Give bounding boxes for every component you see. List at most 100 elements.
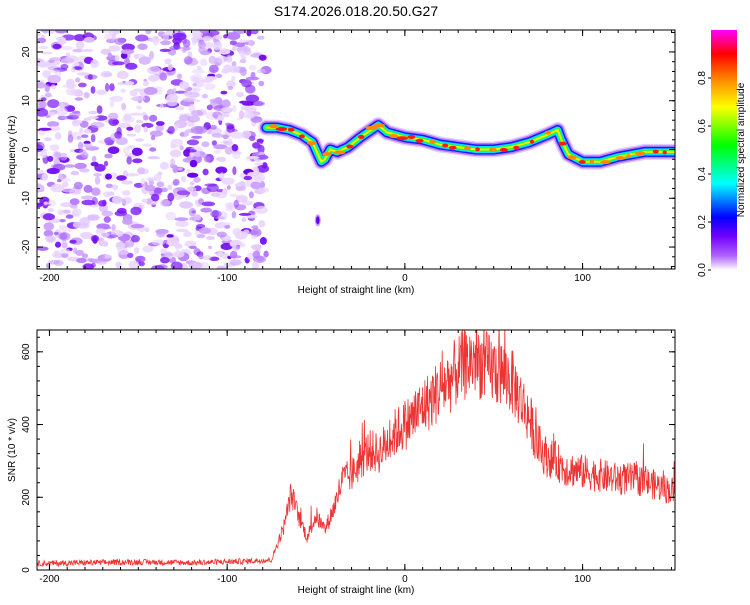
noise-blob bbox=[148, 114, 158, 122]
noise-blob bbox=[144, 184, 156, 192]
noise-blob bbox=[105, 183, 113, 189]
noise-blob bbox=[129, 90, 138, 97]
noise-blob bbox=[61, 242, 68, 249]
noise-blob bbox=[81, 48, 94, 53]
y-tick-label: 20 bbox=[21, 46, 32, 58]
noise-blob bbox=[101, 30, 115, 34]
ridge-hotspot bbox=[307, 141, 317, 146]
noise-blob bbox=[79, 232, 93, 238]
noise-blob bbox=[83, 184, 93, 193]
noise-blob bbox=[61, 178, 71, 182]
noise-blob bbox=[194, 229, 201, 236]
noise-blob bbox=[121, 116, 135, 124]
noise-blob bbox=[141, 198, 148, 203]
noise-blob bbox=[216, 265, 227, 269]
noise-blob bbox=[60, 202, 74, 208]
noise-blob bbox=[167, 64, 173, 71]
noise-blob bbox=[91, 262, 96, 268]
noise-blob bbox=[226, 80, 236, 89]
colorbar-tick-label: 0.2 bbox=[697, 215, 708, 229]
noise-blob bbox=[201, 201, 216, 207]
noise-blob bbox=[251, 261, 260, 269]
ridge-hotspot bbox=[464, 146, 471, 151]
noise-blob bbox=[221, 177, 235, 185]
noise-blob bbox=[96, 228, 106, 234]
noise-blob bbox=[52, 252, 64, 259]
noise-blob bbox=[43, 201, 49, 205]
ridge-hotspot bbox=[567, 155, 577, 160]
noise-blob bbox=[229, 40, 237, 46]
noise-blob bbox=[131, 95, 146, 102]
noise-blob bbox=[149, 147, 157, 152]
noise-blob bbox=[55, 30, 68, 34]
noise-blob bbox=[189, 181, 195, 186]
noise-blob bbox=[213, 144, 228, 150]
y-tick-label: -10 bbox=[21, 191, 32, 206]
noise-blob bbox=[186, 169, 191, 174]
noise-blob bbox=[121, 43, 135, 51]
noise-blob bbox=[77, 141, 84, 150]
noise-blob bbox=[240, 106, 250, 111]
noise-blob bbox=[226, 185, 231, 190]
noise-blob bbox=[114, 37, 126, 45]
noise-blob bbox=[246, 156, 260, 160]
noise-blob bbox=[73, 181, 83, 190]
noise-blob bbox=[75, 77, 81, 83]
colorbar-ticks: 0.0 0.2 0.4 0.6 0.8 bbox=[697, 71, 711, 277]
noise-blob bbox=[172, 32, 187, 41]
noise-blob bbox=[37, 144, 44, 153]
y-tick-label: 0 bbox=[21, 146, 32, 152]
noise-blob bbox=[221, 107, 234, 113]
noise-blob bbox=[43, 222, 55, 231]
noise-blob bbox=[49, 69, 61, 73]
noise-blob bbox=[177, 167, 183, 171]
x-tick-label: 0 bbox=[402, 273, 408, 284]
noise-blob bbox=[172, 30, 179, 34]
noise-blob bbox=[108, 234, 119, 238]
noise-blob bbox=[192, 82, 197, 87]
y-tick-label: 400 bbox=[21, 416, 32, 433]
noise-blob bbox=[220, 90, 228, 95]
ridge-hotspot bbox=[662, 150, 667, 155]
noise-blob bbox=[169, 45, 182, 51]
noise-blob bbox=[246, 111, 255, 119]
noise-blob bbox=[120, 49, 135, 55]
noise-blob bbox=[215, 166, 228, 174]
snr-panel: -200 -100 0 100 0 200 400 600 Height of straigh… bbox=[7, 329, 676, 596]
noise-blob bbox=[40, 51, 53, 55]
noise-blob bbox=[42, 70, 51, 79]
noise-blob bbox=[94, 164, 106, 172]
noise-blob bbox=[137, 43, 148, 50]
noise-blob bbox=[103, 160, 109, 167]
ridge-hotspot bbox=[389, 134, 398, 139]
noise-blob bbox=[69, 112, 81, 117]
noise-blob bbox=[238, 39, 250, 43]
noise-blob bbox=[66, 87, 76, 96]
noise-blob bbox=[188, 261, 203, 269]
noise-blob bbox=[248, 39, 255, 47]
noise-blob bbox=[153, 187, 163, 194]
noise-blob bbox=[151, 265, 165, 269]
colorbar-gradient bbox=[711, 30, 737, 270]
noise-blob bbox=[79, 91, 84, 97]
noise-blob bbox=[117, 81, 125, 86]
noise-blob bbox=[143, 114, 149, 121]
noise-blob bbox=[90, 59, 99, 68]
noise-blob bbox=[81, 134, 89, 138]
noise-blob bbox=[114, 55, 120, 62]
noise-blob bbox=[245, 84, 256, 94]
noise-blob bbox=[179, 131, 189, 137]
noise-blob bbox=[47, 155, 54, 162]
noise-blob bbox=[231, 211, 237, 219]
noise-blob bbox=[263, 250, 269, 258]
ridge-hotspot bbox=[558, 141, 567, 146]
noise-blob bbox=[242, 200, 254, 206]
noise-blob bbox=[73, 49, 83, 53]
ridge-hotspot bbox=[626, 154, 631, 159]
noise-blob bbox=[57, 179, 62, 183]
spectrogram-content bbox=[37, 30, 675, 269]
noise-blob bbox=[109, 83, 115, 92]
noise-blob bbox=[127, 145, 136, 150]
colorbar-tick-label: 0.6 bbox=[697, 119, 708, 133]
noise-blob bbox=[72, 221, 81, 228]
